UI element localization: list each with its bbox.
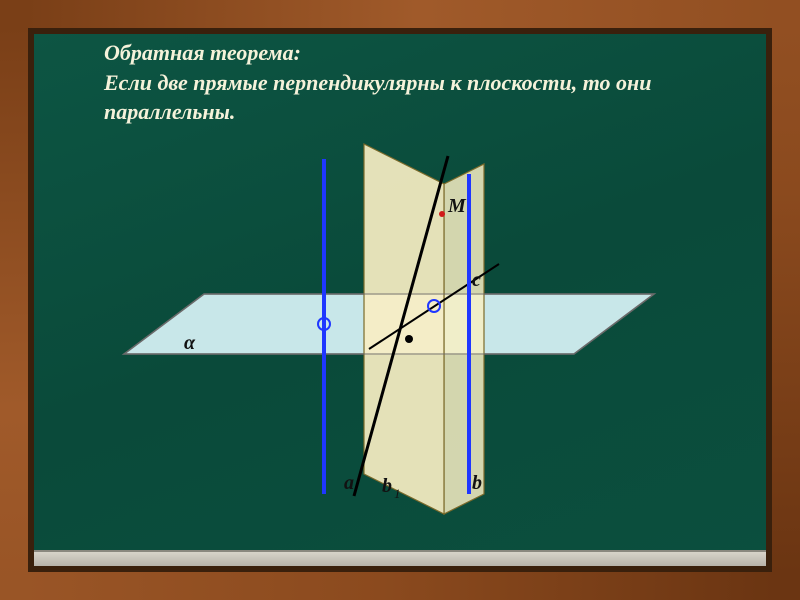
label-alpha: α (184, 332, 196, 354)
point-m-dot (439, 211, 445, 217)
label-c: c (472, 269, 481, 291)
intersection-dot (405, 335, 413, 343)
label-b1: b (382, 475, 392, 497)
chalkboard: Обратная теорема: Если две прямые перпен… (34, 34, 766, 566)
label-b1-sub: 1 (394, 486, 401, 501)
wooden-frame: Обратная теорема: Если две прямые перпен… (0, 0, 800, 600)
label-a: a (344, 472, 354, 494)
plane-alpha-front (124, 294, 654, 354)
label-m: M (447, 195, 467, 217)
label-b: b (472, 472, 482, 494)
chalk-tray (34, 550, 766, 566)
geometry-diagram: M α a b c b 1 (34, 34, 766, 554)
